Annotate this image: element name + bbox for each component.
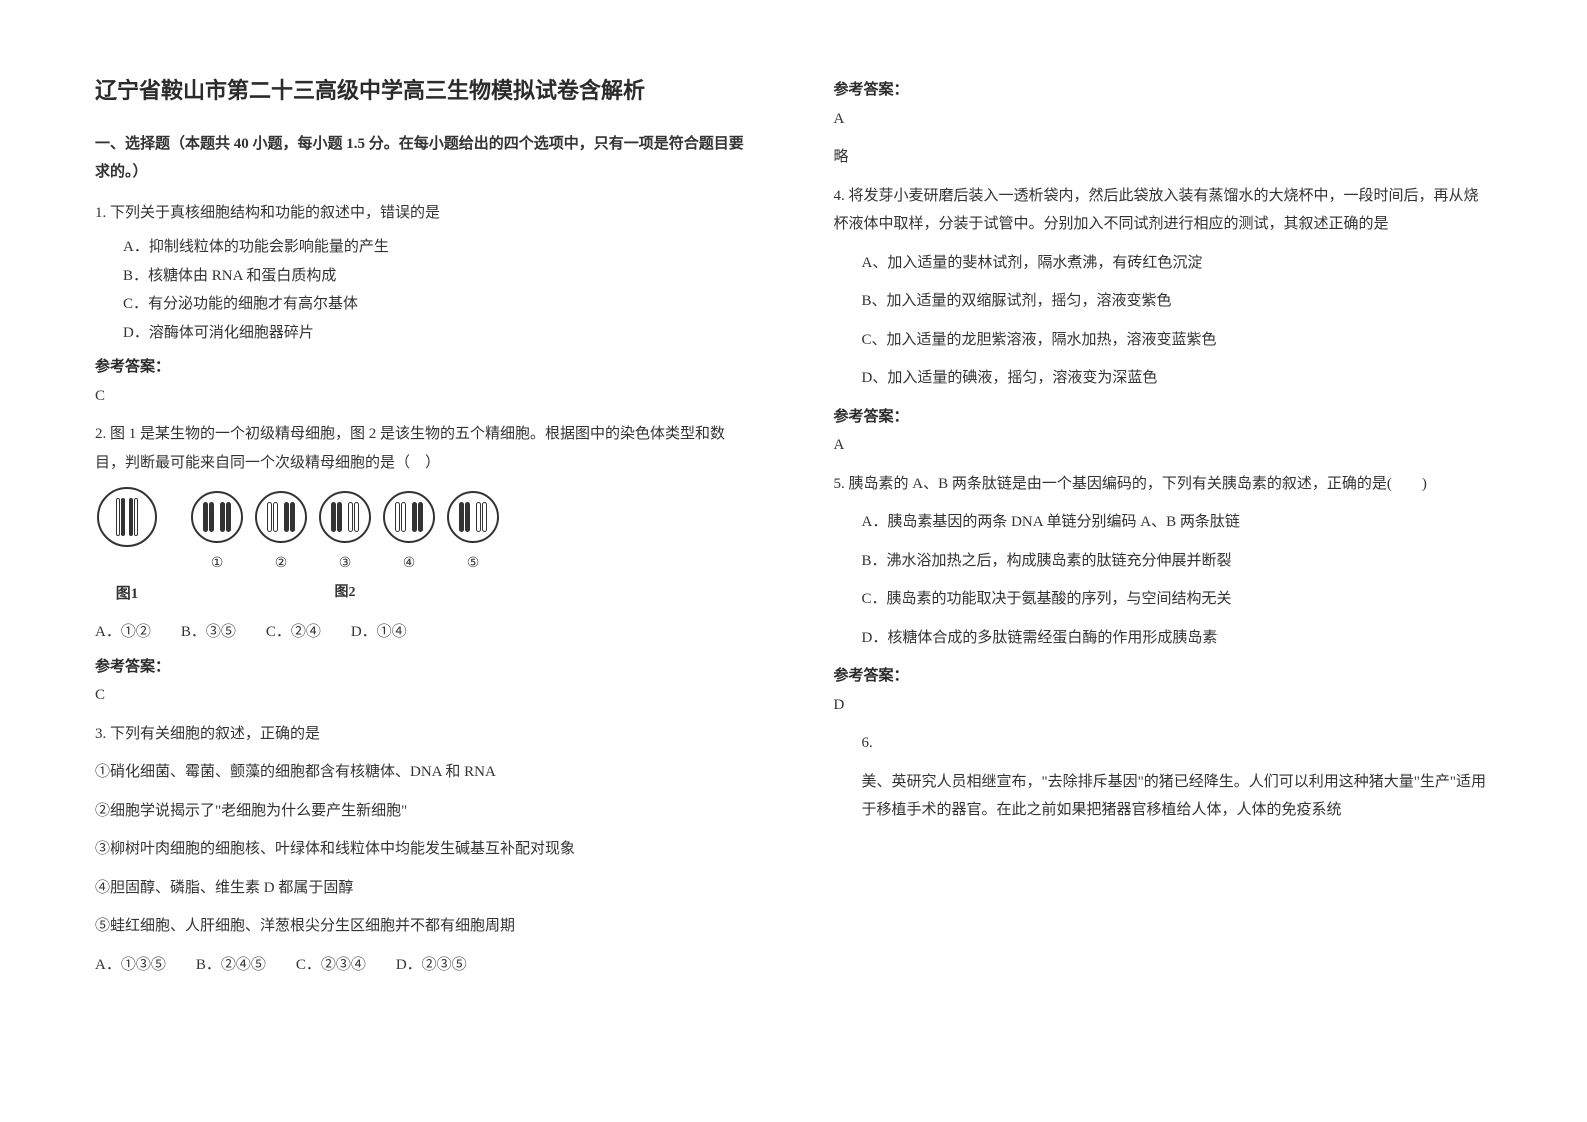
q5-stem: 5. 胰岛素的 A、B 两条肽链是由一个基因编码的，下列有关胰岛素的叙述，正确的… bbox=[834, 470, 1493, 499]
q1-option-b: B．核糖体由 RNA 和蛋白质构成 bbox=[95, 262, 754, 291]
q6-line1: 美、英研究人员相继宣布，"去除排斥基因"的猪已经降生。人们可以利用这种猪大量"生… bbox=[834, 768, 1493, 825]
q1-stem: 1. 下列关于真核细胞结构和功能的叙述中，错误的是 bbox=[95, 199, 754, 228]
q5-option-a: A．胰岛素基因的两条 DNA 单链分别编码 A、B 两条肽链 bbox=[834, 508, 1493, 537]
answer-label-3: 参考答案： bbox=[834, 76, 1493, 105]
cell-2 bbox=[255, 491, 307, 543]
answer-label-1: 参考答案： bbox=[95, 353, 754, 382]
q1-option-c: C．有分泌功能的细胞才有高尔基体 bbox=[95, 290, 754, 319]
fig-num-2: ② bbox=[255, 551, 307, 578]
q3-stem: 3. 下列有关细胞的叙述，正确的是 bbox=[95, 720, 754, 749]
q1-option-a: A．抑制线粒体的功能会影响能量的产生 bbox=[95, 233, 754, 262]
q3-line3: ③柳树叶肉细胞的细胞核、叶绿体和线粒体中均能发生碱基互补配对现象 bbox=[95, 835, 754, 864]
answer-label-5: 参考答案： bbox=[834, 662, 1493, 691]
answer-label-2: 参考答案： bbox=[95, 653, 754, 682]
cell-1 bbox=[191, 491, 243, 543]
q5-answer: D bbox=[834, 691, 1493, 720]
q3-line5: ⑤蛙红细胞、人肝细胞、洋葱根尖分生区细胞并不都有细胞周期 bbox=[95, 912, 754, 941]
q4-option-b: B、加入适量的双缩脲试剂，摇匀，溶液变紫色 bbox=[834, 287, 1493, 316]
cell-fig1 bbox=[97, 487, 157, 547]
cell-5 bbox=[447, 491, 499, 543]
q5-option-d: D．核糖体合成的多肽链需经蛋白酶的作用形成胰岛素 bbox=[834, 624, 1493, 653]
q4-option-c: C、加入适量的龙胆紫溶液，隔水加热，溶液变蓝紫色 bbox=[834, 326, 1493, 355]
cell-3 bbox=[319, 491, 371, 543]
section-header: 一、选择题（本题共 40 小题，每小题 1.5 分。在每小题给出的四个选项中，只… bbox=[95, 130, 754, 187]
q3-options: A．①③⑤ B．②④⑤ C．②③④ D．②③⑤ bbox=[95, 951, 754, 980]
fig-num-4: ④ bbox=[383, 551, 435, 578]
q3-line4: ④胆固醇、磷脂、维生素 D 都属于固醇 bbox=[95, 874, 754, 903]
fig-num-1: ① bbox=[191, 551, 243, 578]
q4-option-a: A、加入适量的斐林试剂，隔水煮沸，有砖红色沉淀 bbox=[834, 249, 1493, 278]
q5-option-b: B．沸水浴加热之后，构成胰岛素的肽链充分伸展并断裂 bbox=[834, 547, 1493, 576]
q3-line2: ②细胞学说揭示了"老细胞为什么要产生新细胞" bbox=[95, 797, 754, 826]
q2-options: A．①② B．③⑤ C．②④ D．①④ bbox=[95, 618, 754, 647]
q2-stem: 2. 图 1 是某生物的一个初级精母细胞，图 2 是该生物的五个精细胞。根据图中… bbox=[95, 420, 754, 477]
q1-answer: C bbox=[95, 382, 754, 411]
q2-answer: C bbox=[95, 681, 754, 710]
fig-num-5: ⑤ bbox=[447, 551, 499, 578]
fig-num-3: ③ bbox=[319, 551, 371, 578]
answer-label-4: 参考答案： bbox=[834, 403, 1493, 432]
q3-extra: 略 bbox=[834, 143, 1493, 172]
q6-num: 6. bbox=[834, 729, 1493, 758]
figure-names: 图1 图2 bbox=[97, 578, 754, 609]
q5-option-c: C．胰岛素的功能取决于氨基酸的序列，与空间结构无关 bbox=[834, 585, 1493, 614]
document-title: 辽宁省鞍山市第二十三高级中学高三生物模拟试卷含解析 bbox=[95, 70, 754, 112]
q3-line1: ①硝化细菌、霉菌、颤藻的细胞都含有核糖体、DNA 和 RNA bbox=[95, 758, 754, 787]
cell-4 bbox=[383, 491, 435, 543]
figure-diagram bbox=[97, 487, 754, 547]
fig1-label: 图1 bbox=[97, 580, 157, 609]
q3-answer: A bbox=[834, 105, 1493, 134]
figure-numbers: ① ② ③ ④ ⑤ bbox=[97, 551, 754, 578]
q4-option-d: D、加入适量的碘液，摇匀，溶液变为深蓝色 bbox=[834, 364, 1493, 393]
q4-answer: A bbox=[834, 431, 1493, 460]
q1-option-d: D．溶酶体可消化细胞器碎片 bbox=[95, 319, 754, 348]
fig2-label: 图2 bbox=[319, 580, 371, 609]
q4-stem: 4. 将发芽小麦研磨后装入一透析袋内，然后此袋放入装有蒸馏水的大烧杯中，一段时间… bbox=[834, 182, 1493, 239]
